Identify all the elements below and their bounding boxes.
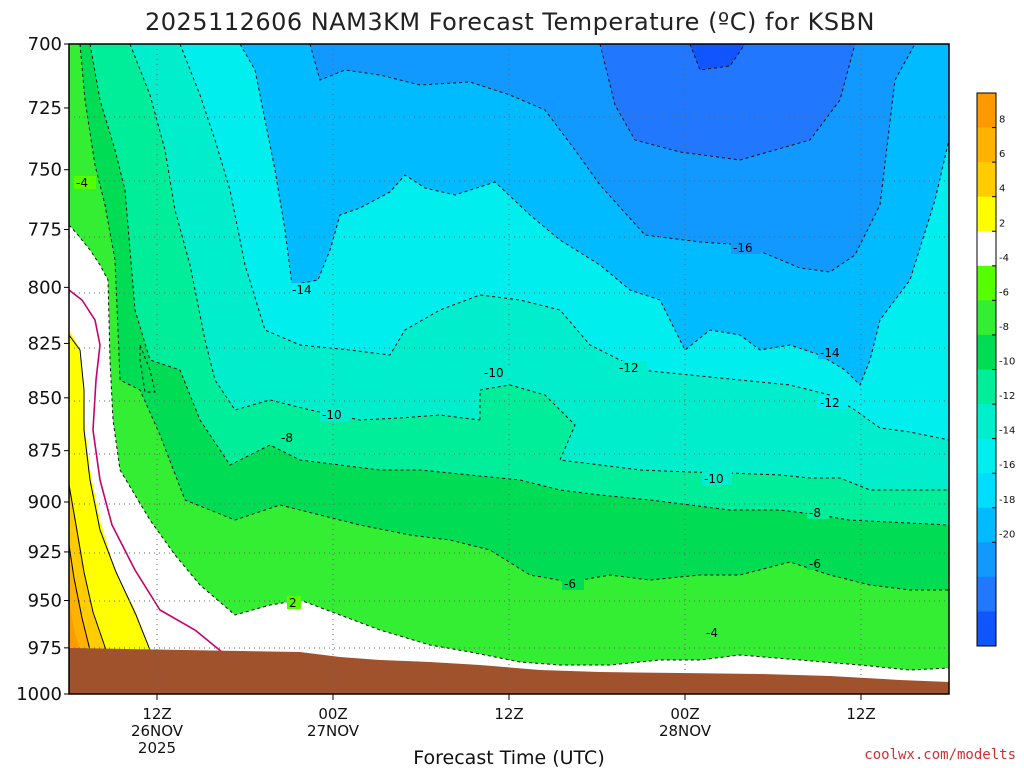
colorbar-swatch bbox=[977, 231, 996, 267]
y-tick-label: 750 bbox=[28, 160, 62, 181]
colorbar-swatch bbox=[977, 473, 996, 509]
colorbar-swatch bbox=[977, 162, 996, 198]
contour-label: -8 bbox=[809, 506, 821, 520]
y-tick-label: 875 bbox=[28, 441, 62, 462]
colorbar-tick-label: -4 bbox=[999, 253, 1009, 264]
colorbar-tick-label: -6 bbox=[999, 287, 1009, 298]
colorbar-swatch bbox=[977, 265, 996, 301]
colorbar-swatch bbox=[977, 404, 996, 440]
freezing-line bbox=[69, 289, 223, 653]
x-tick-label: 12Z bbox=[142, 705, 171, 723]
x-tick-label: 26NOV bbox=[131, 722, 184, 740]
band-plus8 bbox=[69, 600, 80, 650]
contour-label: -6 bbox=[564, 577, 576, 591]
colorbar-swatch bbox=[977, 542, 996, 578]
x-tick-label: 27NOV bbox=[307, 722, 360, 740]
y-tick-label: 825 bbox=[28, 333, 62, 354]
contour-label: -12 bbox=[820, 396, 840, 410]
contour-label: -10 bbox=[704, 472, 724, 486]
x-tick-label: 12Z bbox=[494, 705, 523, 723]
chart-title: 2025112606 NAM3KM Forecast Temperature (… bbox=[145, 8, 875, 36]
y-tick-label: 900 bbox=[28, 492, 62, 513]
colorbar-tick-label: -10 bbox=[999, 357, 1015, 368]
contour-label: -14 bbox=[820, 346, 840, 360]
colorbar-swatch bbox=[977, 93, 996, 129]
colorbar-tick-label: 4 bbox=[999, 184, 1005, 195]
colorbar-swatch bbox=[977, 611, 996, 647]
colorbar-tick-label: -20 bbox=[999, 529, 1015, 540]
colorbar-tick-label: -18 bbox=[999, 495, 1015, 506]
x-tick-label: 00Z bbox=[318, 705, 347, 723]
colorbar-tick-label: 8 bbox=[999, 115, 1005, 126]
y-tick-label: 1000 bbox=[16, 684, 62, 705]
colorbar-swatch bbox=[977, 300, 996, 336]
plot-area bbox=[69, 44, 949, 694]
ground-terrain bbox=[69, 648, 949, 694]
credit-text: coolwx.com/modelts bbox=[864, 747, 1016, 763]
y-tick-label: 800 bbox=[28, 277, 62, 298]
y-tick-label: 950 bbox=[28, 591, 62, 612]
colorbar-swatch bbox=[977, 507, 996, 543]
band-above-0 bbox=[69, 225, 949, 694]
contour-label: -16 bbox=[733, 241, 753, 255]
contour-label: -4 bbox=[76, 176, 88, 190]
x-tick-label: 12Z bbox=[846, 705, 875, 723]
contour-label: -10 bbox=[484, 366, 504, 380]
y-tick-label: 775 bbox=[28, 219, 62, 240]
y-tick-label: 925 bbox=[28, 542, 62, 563]
band-plus6 bbox=[69, 540, 90, 650]
colorbar-tick-label: -14 bbox=[999, 426, 1015, 437]
colorbar-swatch bbox=[977, 127, 996, 163]
colorbar-swatch bbox=[977, 334, 996, 370]
band-plus2 bbox=[69, 330, 150, 650]
x-tick-label: 00Z bbox=[670, 705, 699, 723]
contour-label: 2 bbox=[289, 596, 297, 610]
grid bbox=[69, 44, 949, 694]
x-tick-label: 2025 bbox=[138, 739, 176, 757]
colorbar-tick-label: -16 bbox=[999, 460, 1015, 471]
colorbar-swatch bbox=[977, 196, 996, 232]
contour-label: -8 bbox=[281, 431, 293, 445]
colorbar-swatch bbox=[977, 369, 996, 405]
colorbar-swatch bbox=[977, 438, 996, 474]
x-tick-label: 28NOV bbox=[659, 722, 712, 740]
colorbar: 8 6 4 2 -4 -6 -8 -10 -12 -14 -16 -18 -20 bbox=[976, 92, 1015, 647]
colorbar-tick-label: 6 bbox=[999, 149, 1005, 160]
colorbar-tick-label: -8 bbox=[999, 322, 1009, 333]
contour-label: -14 bbox=[292, 283, 312, 297]
y-tick-label: 700 bbox=[28, 34, 62, 55]
colorbar-swatch bbox=[977, 576, 996, 612]
y-tick-label: 850 bbox=[28, 388, 62, 409]
band-minus4 bbox=[69, 44, 949, 694]
y-axis: 700 725 750 775 800 825 850 875 900 925 950 975 1000 bbox=[16, 34, 69, 705]
contour-label: -12 bbox=[619, 361, 639, 375]
contour-labels: -4 -14 -10 -12 -10 -8 -16 -14 -12 -10 -8… bbox=[74, 176, 848, 640]
y-tick-label: 975 bbox=[28, 638, 62, 659]
colorbar-tick-label: -12 bbox=[999, 391, 1015, 402]
contour-label: -4 bbox=[706, 626, 718, 640]
y-tick-label: 725 bbox=[28, 98, 62, 119]
contour-label: -10 bbox=[322, 408, 342, 422]
x-axis-label: Forecast Time (UTC) bbox=[413, 747, 604, 768]
contour-label: -6 bbox=[809, 557, 821, 571]
colorbar-tick-label: 2 bbox=[999, 218, 1005, 229]
